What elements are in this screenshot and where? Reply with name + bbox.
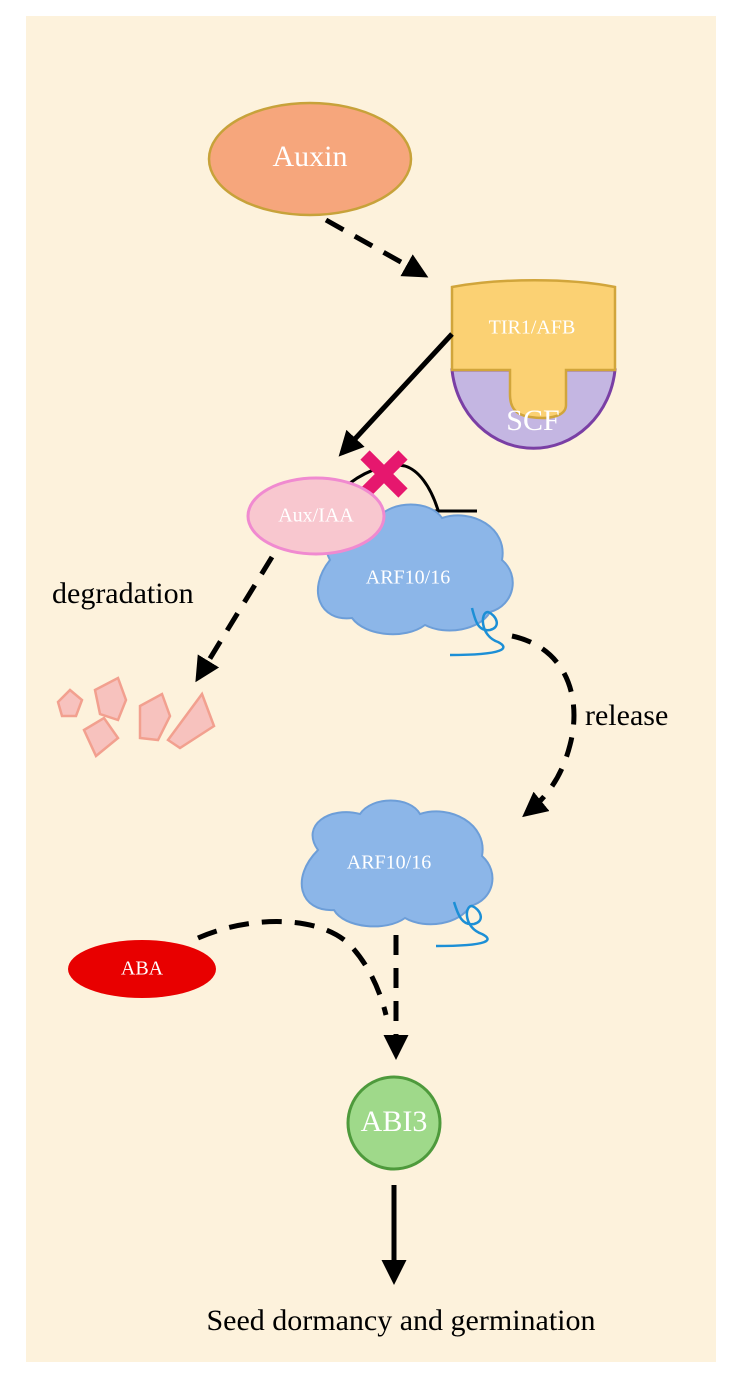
arf-free-label: ARF10/16	[347, 852, 431, 874]
abi3-node: ABI3	[346, 1075, 442, 1171]
fragment-1	[56, 688, 84, 718]
aba-ellipse	[68, 940, 216, 998]
arf-free-cloud	[300, 799, 494, 928]
aux-iaa-node: Aux/IAA	[246, 476, 386, 556]
aba-label: ABA	[121, 958, 164, 980]
degradation-label: degradation	[52, 577, 194, 610]
fragment-3	[82, 716, 120, 758]
arf-bound-tail	[449, 607, 505, 657]
inhibition-arc	[349, 463, 440, 511]
blocked-x-icon	[360, 450, 408, 498]
arf-free-tail	[435, 901, 489, 948]
aba-to-abi3-curve	[196, 919, 389, 1016]
tir1-afb-shape	[450, 279, 617, 420]
aux-iaa-label: Aux/IAA	[278, 505, 354, 527]
release-label: release	[585, 699, 668, 732]
tir1-afb-label: TIR1/AFB	[489, 317, 576, 339]
scf-label: SCF	[506, 404, 559, 437]
release-arrow	[511, 633, 577, 818]
fragment-4	[138, 692, 172, 742]
fragment-2	[93, 676, 128, 722]
arf-free-node: ARF10/16	[300, 799, 494, 948]
receptor-to-aux-iaa-arrow	[338, 332, 454, 457]
auxin-to-receptor-arrow	[324, 217, 429, 278]
auxin-ellipse	[207, 101, 413, 217]
auxin-node: Auxin	[207, 101, 413, 217]
auxin-label: Auxin	[273, 140, 348, 173]
degradation-arrow	[195, 555, 275, 683]
abi3-label: ABI3	[361, 1105, 428, 1138]
fragment-5	[166, 691, 216, 750]
abi3-circle	[346, 1075, 442, 1171]
aba-node: ABA	[68, 940, 216, 998]
degraded-fragments	[56, 676, 216, 758]
arf-bound-label: ARF10/16	[366, 567, 450, 589]
aux-iaa-ellipse	[246, 476, 386, 556]
outcome-label: Seed dormancy and germination	[206, 1304, 595, 1337]
receptor-complex: TIR1/AFB SCF	[450, 279, 617, 450]
